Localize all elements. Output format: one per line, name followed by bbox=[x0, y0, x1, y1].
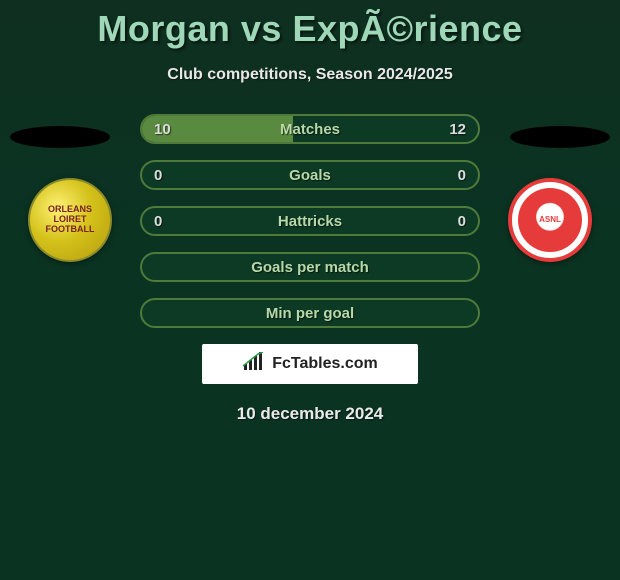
watermark-text: FcTables.com bbox=[272, 355, 378, 373]
stat-value-right: 0 bbox=[458, 167, 466, 184]
stats-container: 10 Matches 12 0 Goals 0 0 Hattricks 0 Go… bbox=[140, 114, 480, 328]
stat-value-left: 0 bbox=[154, 213, 162, 230]
page-title: Morgan vs ExpÃ©rience bbox=[0, 0, 620, 50]
stat-row-hattricks: 0 Hattricks 0 bbox=[140, 206, 480, 236]
stat-label: Goals bbox=[289, 167, 331, 184]
stat-row-min-per-goal: Min per goal bbox=[140, 298, 480, 328]
bar-chart-icon bbox=[242, 352, 266, 377]
subtitle: Club competitions, Season 2024/2025 bbox=[0, 66, 620, 84]
player-silhouette-left bbox=[10, 126, 110, 148]
team-logo-left-label: ORLEANS LOIRET FOOTBALL bbox=[30, 199, 110, 241]
team-logo-left: ORLEANS LOIRET FOOTBALL bbox=[28, 178, 112, 262]
stat-row-goals: 0 Goals 0 bbox=[140, 160, 480, 190]
stat-value-left: 10 bbox=[154, 121, 171, 138]
stat-label: Matches bbox=[280, 121, 340, 138]
stat-row-goals-per-match: Goals per match bbox=[140, 252, 480, 282]
stat-label: Min per goal bbox=[266, 305, 354, 322]
stat-value-right: 0 bbox=[458, 213, 466, 230]
stat-value-left: 0 bbox=[154, 167, 162, 184]
watermark[interactable]: FcTables.com bbox=[202, 344, 418, 384]
stat-value-right: 12 bbox=[449, 121, 466, 138]
stat-label: Hattricks bbox=[278, 213, 342, 230]
team-logo-right: ASNL bbox=[508, 178, 592, 262]
date-text: 10 december 2024 bbox=[0, 404, 620, 424]
team-logo-right-label: ASNL bbox=[518, 188, 582, 252]
stat-label: Goals per match bbox=[251, 259, 369, 276]
stat-row-matches: 10 Matches 12 bbox=[140, 114, 480, 144]
player-silhouette-right bbox=[510, 126, 610, 148]
